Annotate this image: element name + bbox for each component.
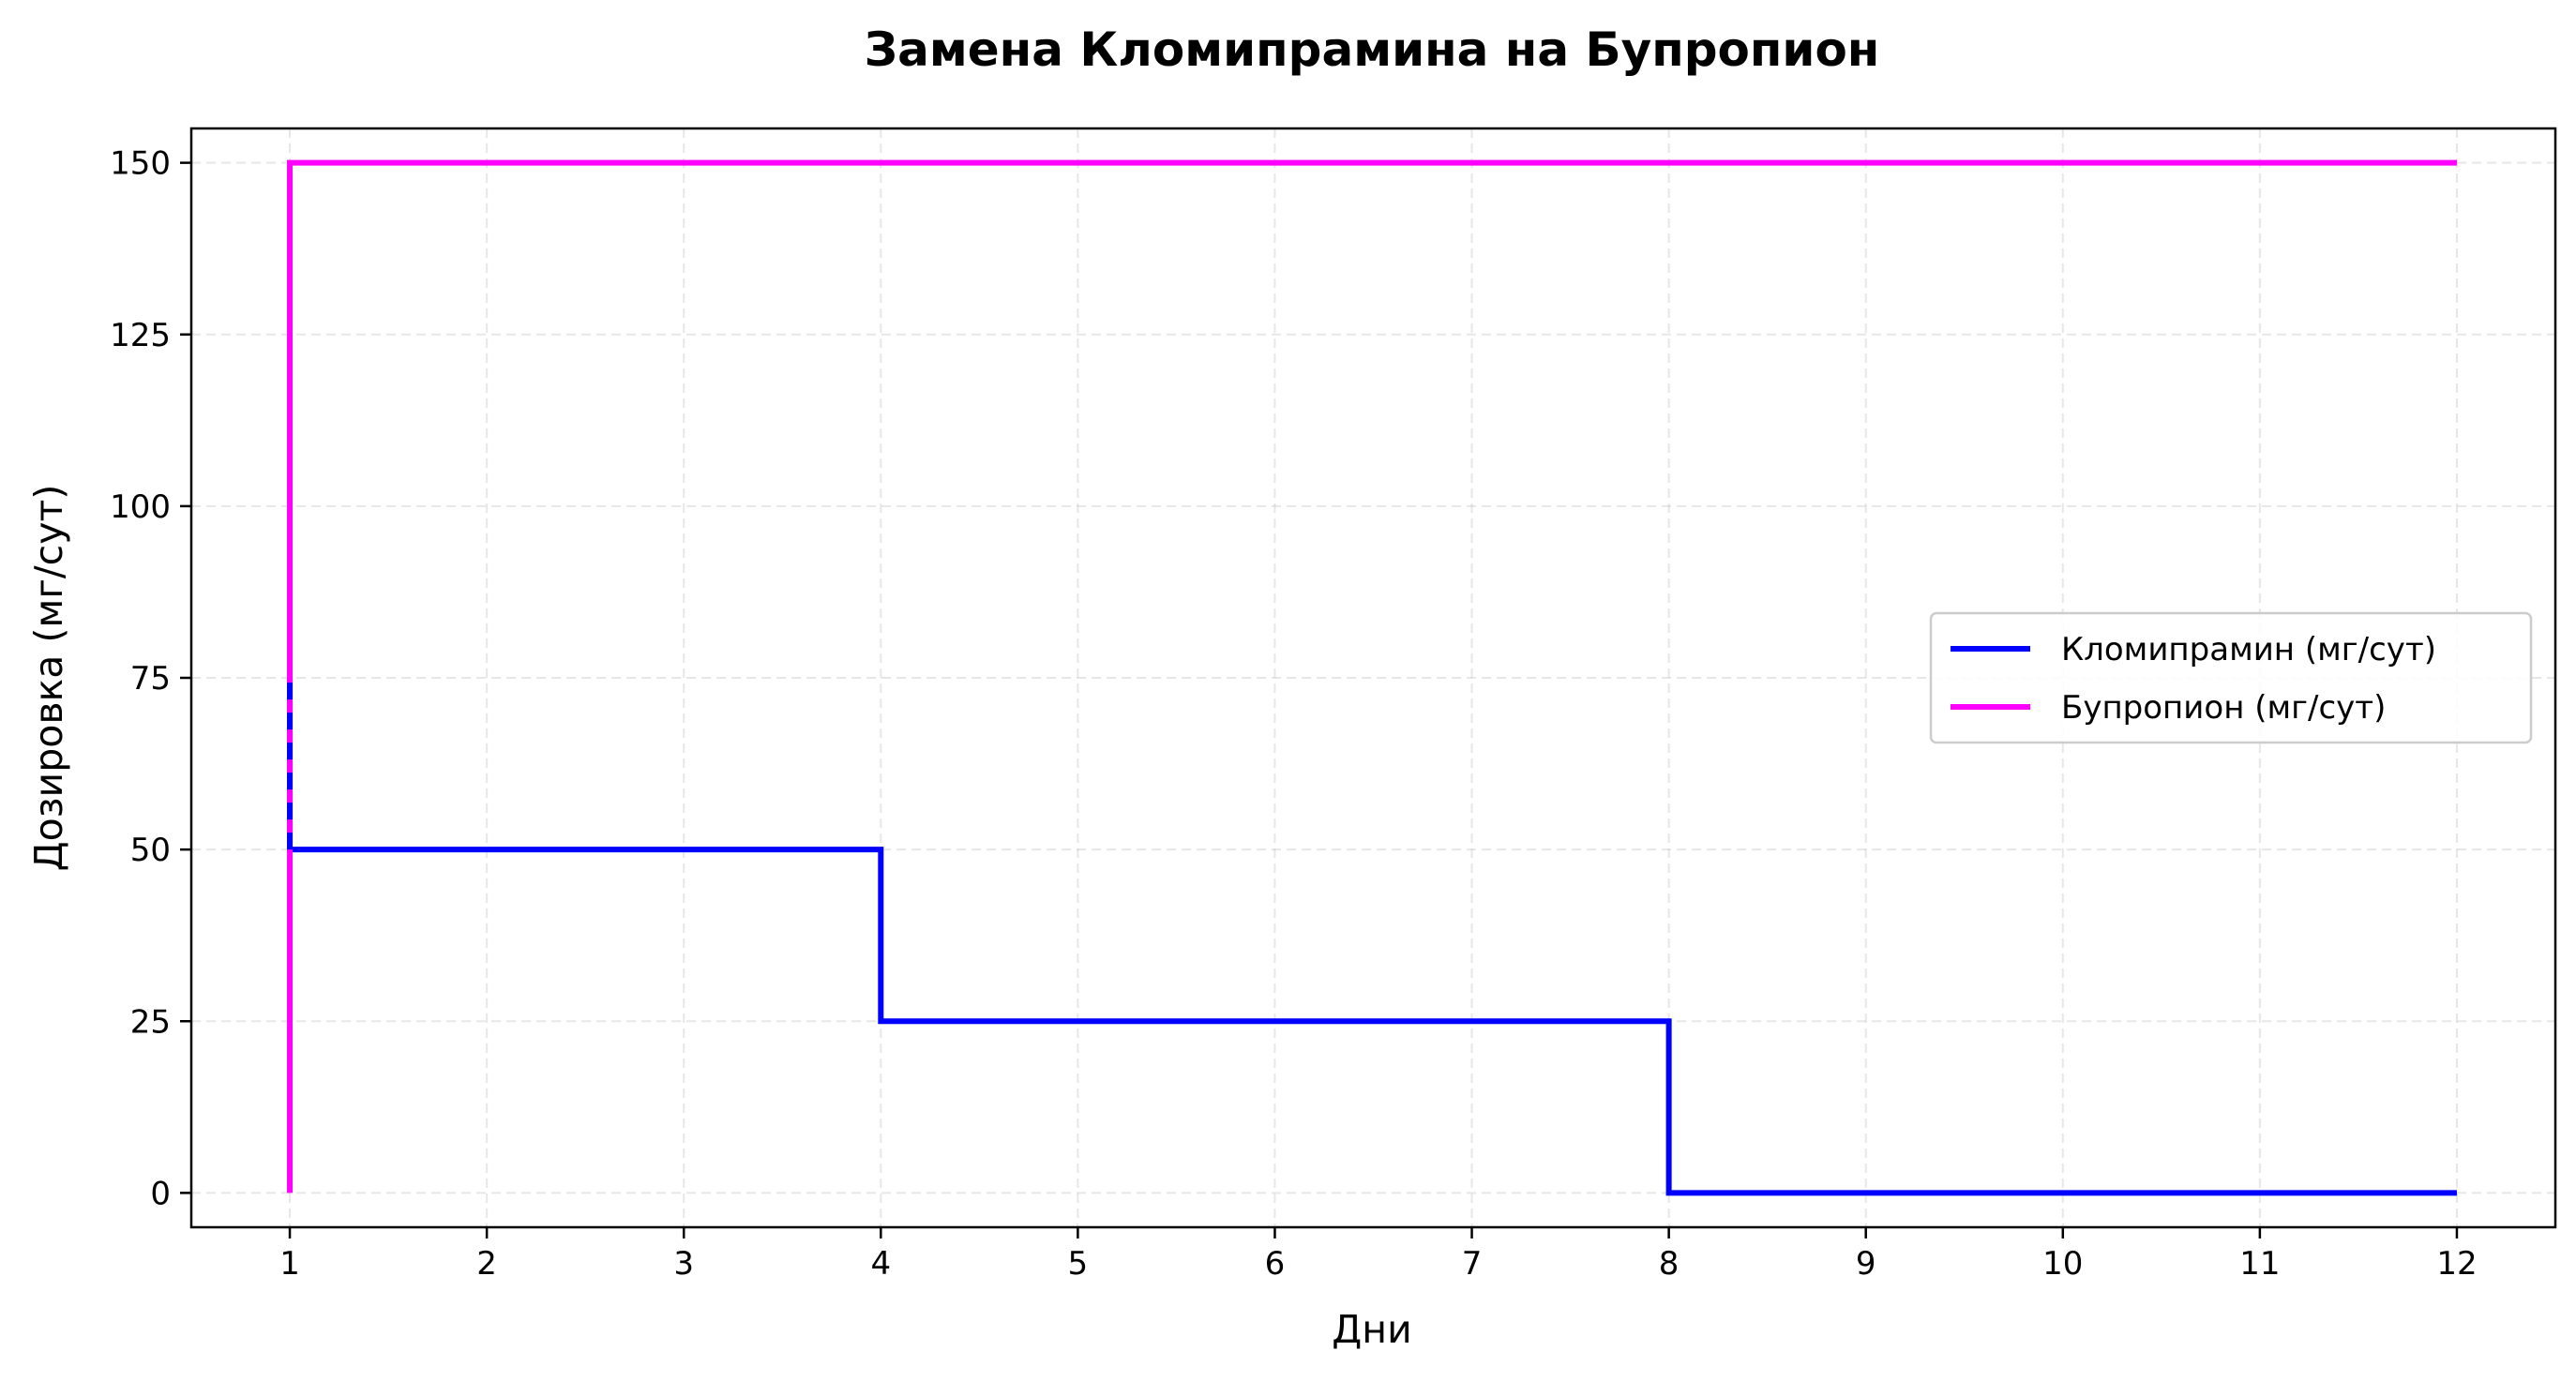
y-tick-label: 25 [130,1003,171,1041]
x-tick-label: 1 [279,1245,300,1283]
y-tick-label: 125 [110,317,171,354]
x-tick-label: 12 [2436,1245,2477,1283]
y-tick-label: 75 [130,660,171,698]
x-tick-label: 7 [1462,1245,1483,1283]
y-tick-label: 100 [110,488,171,526]
x-tick-label: 10 [2042,1245,2083,1283]
x-axis-ticks: 1 2 3 4 5 6 7 8 9 10 11 12 [279,1227,2478,1283]
x-tick-label: 4 [870,1245,891,1283]
y-axis-label: Дозировка (мг/сут) [26,485,71,872]
legend-label-2: Бупропион (мг/сут) [2061,689,2386,727]
chart-title: Замена Кломипрамина на Бупропион [865,23,1880,77]
x-tick-label: 8 [1659,1245,1680,1283]
series-lines [287,159,2457,1196]
x-tick-label: 9 [1856,1245,1876,1283]
y-tick-label: 50 [130,832,171,869]
x-tick-label: 2 [476,1245,497,1283]
legend: Кломипрамин (мг/сут) Бупропион (мг/сут) [1929,611,2533,744]
y-tick-label: 0 [150,1175,171,1212]
x-tick-label: 5 [1068,1245,1089,1283]
y-tick-label: 150 [110,145,171,183]
legend-label-1: Кломипрамин (мг/сут) [2061,631,2436,668]
y-axis-ticks: 0 25 50 75 100 125 150 [110,145,191,1212]
x-axis-label: Дни [1332,1307,1411,1352]
x-tick-label: 3 [673,1245,694,1283]
x-tick-label: 11 [2239,1245,2280,1283]
legend-box [1929,611,2533,744]
x-tick-label: 6 [1265,1245,1286,1283]
